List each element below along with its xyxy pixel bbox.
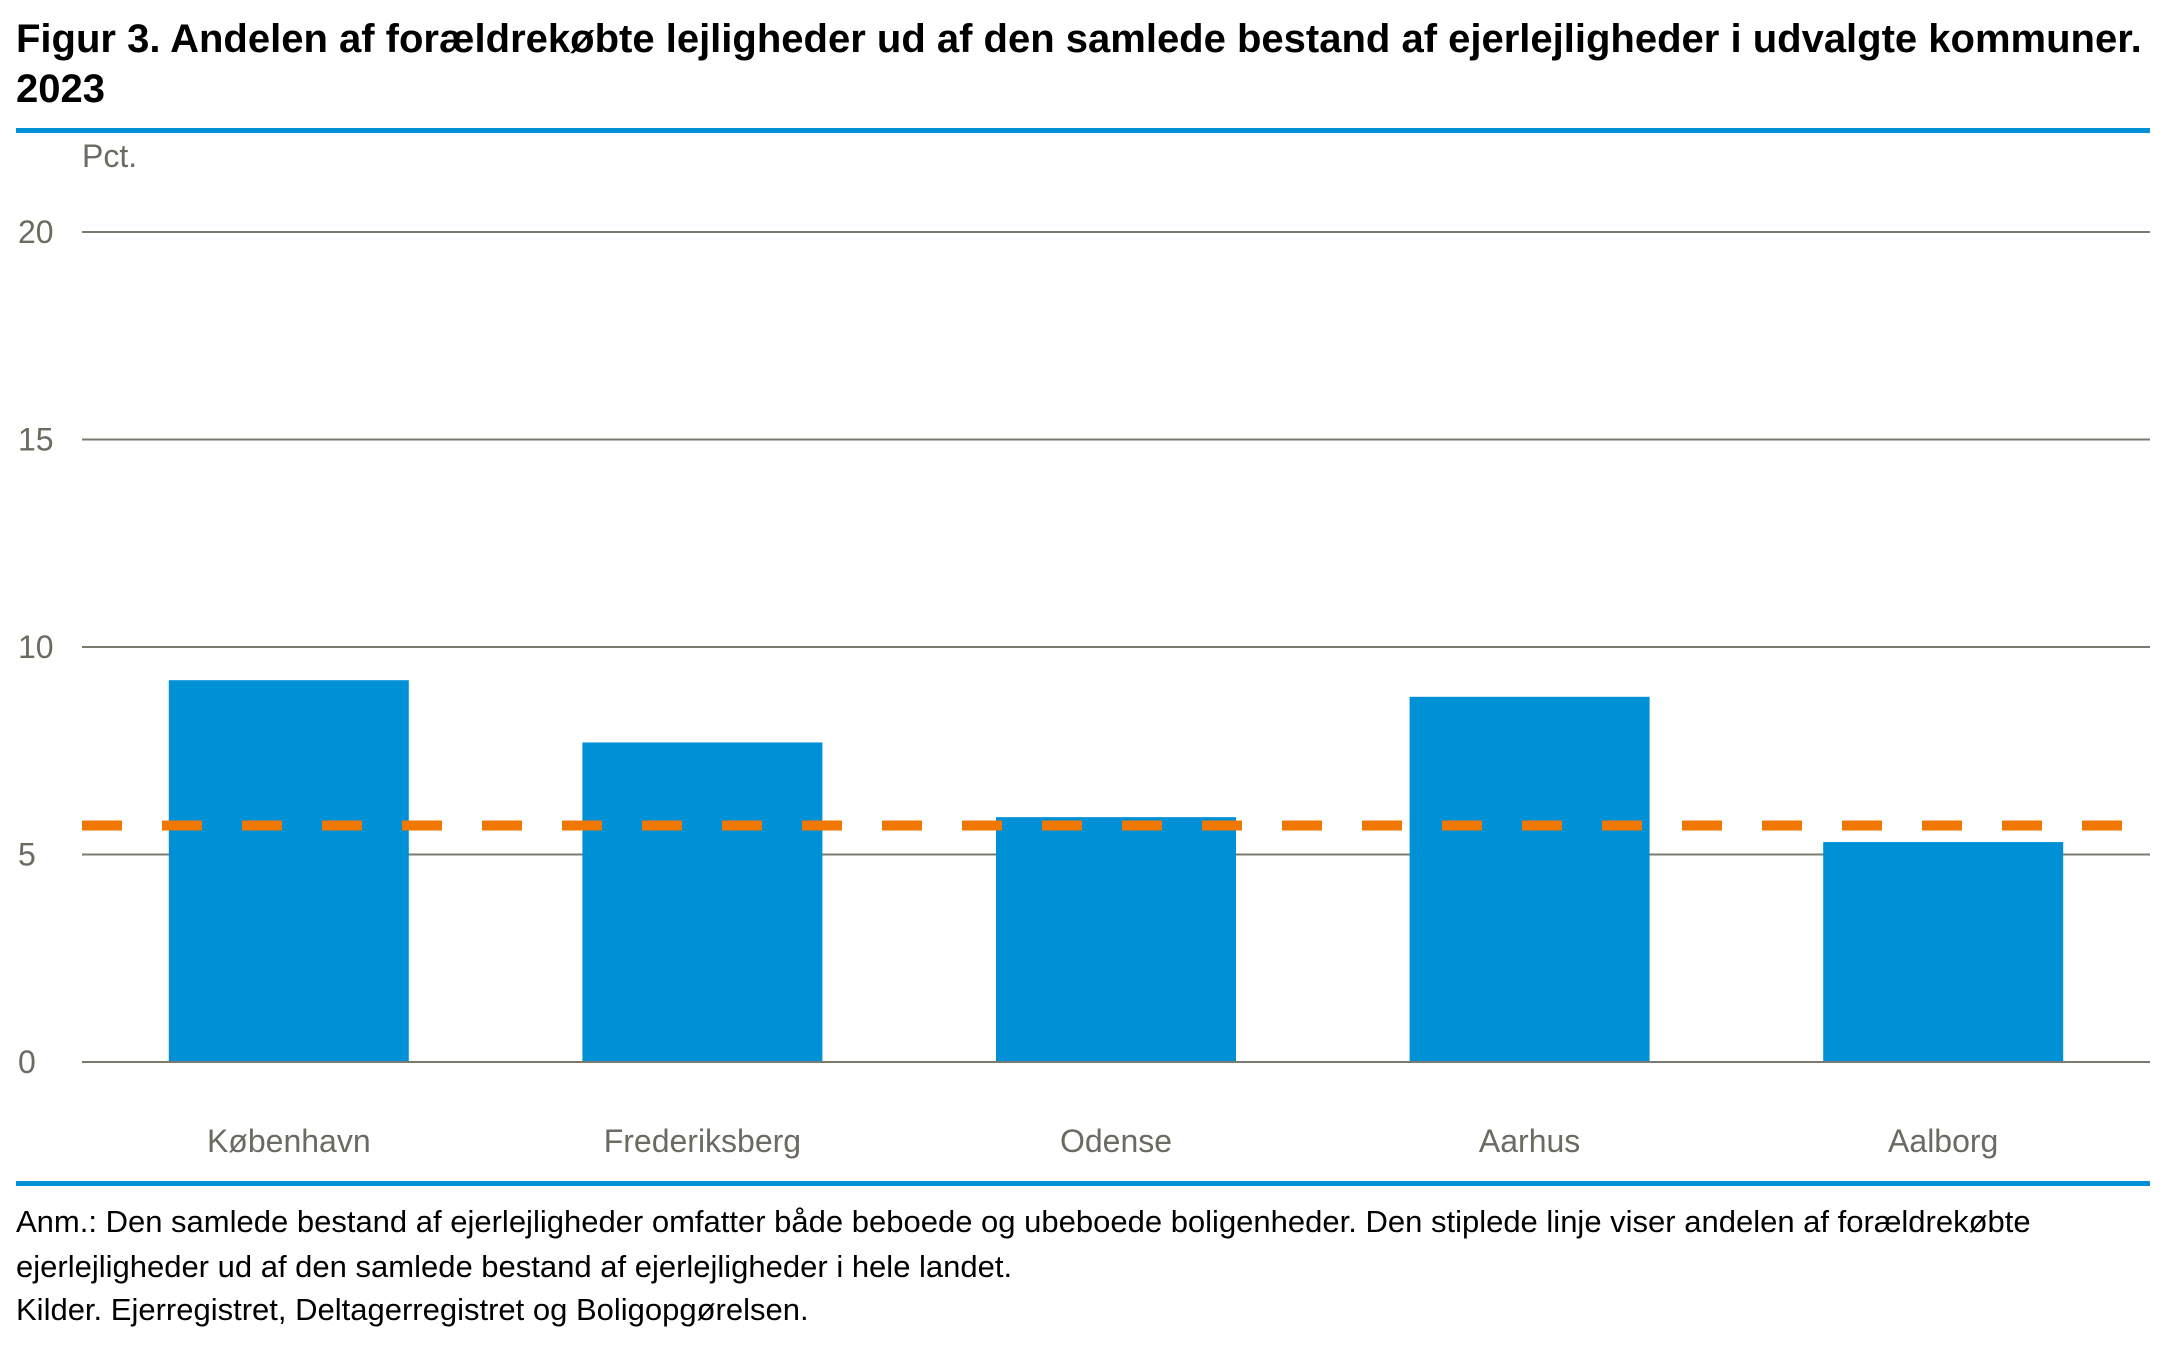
bar-aalborg [1823,842,2064,1062]
y-tick-label: 0 [18,1044,36,1080]
x-tick-label: Aarhus [1479,1123,1580,1159]
top-rule [16,128,2150,133]
chart-note: Anm.: Den samlede bestand af ejerlejligh… [16,1199,2156,1289]
bar-odense [996,817,1236,1062]
x-tick-label: Odense [1060,1123,1172,1159]
y-tick-label: 20 [18,214,54,250]
x-tick-label: Aalborg [1888,1123,1998,1159]
note-text: Anm.: Den samlede bestand af ejerlejligh… [16,1204,2031,1284]
bottom-rule [16,1181,2150,1186]
y-tick-label: 10 [18,629,54,665]
x-tick-label: København [207,1123,371,1159]
x-tick-label: Frederiksberg [604,1123,801,1159]
bars [82,680,2150,1063]
chart-title: Figur 3. Andelen af forældrekøbte lejlig… [16,17,2142,111]
y-tick-label: 5 [18,837,36,873]
bar-københavn [168,680,409,1062]
bar-aarhus [1409,696,1650,1062]
y-axis-label: Pct. [82,138,137,174]
x-tick-labels: København Frederiksberg Odense Aarhus Aalbor… [207,1123,1998,1159]
chart-sources: Kilder. Ejerregistret, Deltagerregistret… [16,1292,809,1327]
bar-frederiksberg [582,742,823,1062]
y-tick-label: 15 [18,422,54,458]
y-tick-labels: 0 5 10 15 20 [18,214,54,1080]
bar-chart: Pct. 0 5 10 15 20 København Frederiksberg Oden… [18,138,2150,1159]
